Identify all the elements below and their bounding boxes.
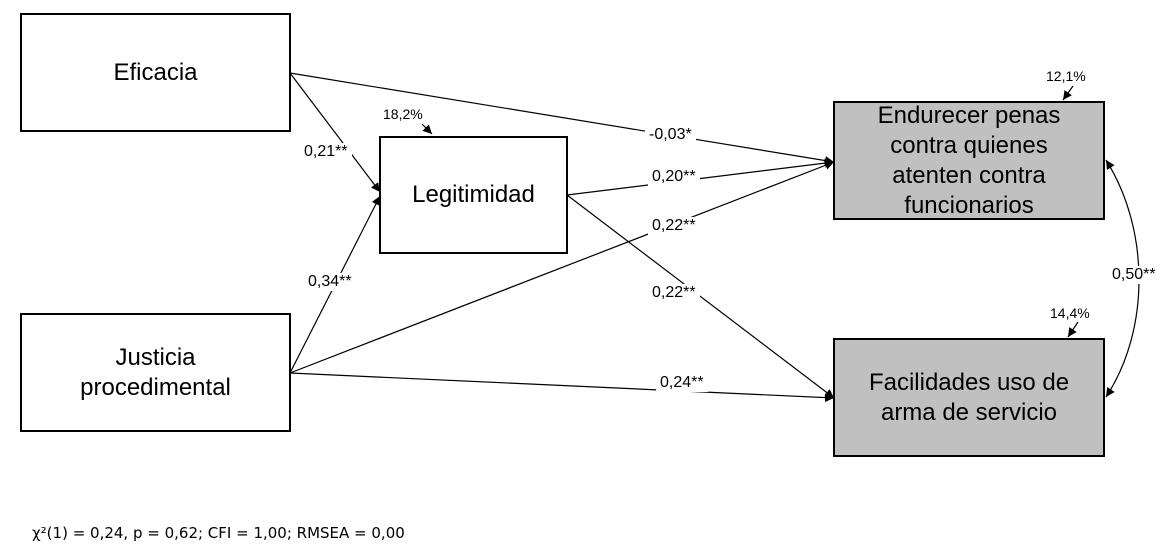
node-eficacia: Eficacia (20, 13, 291, 132)
residual-arrow-legitimidad (421, 123, 433, 135)
r2-endurecer: 12,1% (1046, 68, 1086, 84)
node-endurecer-label-line3: atenten contra (892, 161, 1046, 189)
coef-covariance-outcomes: 0,50** (1108, 266, 1160, 284)
r2-facilidades: 14,4% (1050, 305, 1090, 321)
arrow-justicia-endurecer (289, 161, 835, 374)
coef-eficacia-endurecer: -0,03* (645, 126, 696, 144)
node-facilidades: Facilidades uso de arma de servicio (833, 338, 1105, 457)
residual-arrow-endurecer (1062, 85, 1074, 101)
node-legitimidad: Legitimidad (379, 136, 568, 254)
node-justicia-label-line1: Justicia (115, 343, 196, 371)
node-justicia-label-line2: procedimental (80, 373, 231, 401)
coef-justicia-legitimidad: 0,34** (304, 273, 356, 291)
node-eficacia-label: Eficacia (113, 58, 198, 86)
residual-arrow-facilidades (1067, 321, 1079, 338)
node-facilidades-label-line2: arma de servicio (880, 398, 1058, 426)
node-facilidades-label-line1: Facilidades uso de (868, 368, 1070, 396)
node-endurecer-label-line2: contra quienes (890, 131, 1048, 159)
coef-justicia-endurecer: 0,22** (648, 217, 700, 235)
node-legitimidad-label: Legitimidad (412, 181, 535, 208)
coef-legitimidad-endurecer: 0,20** (648, 168, 700, 186)
node-endurecer: Endurecer penas contra quienes atenten c… (833, 101, 1105, 220)
arrow-legitimidad-endurecer (566, 158, 835, 196)
node-endurecer-label-line4: funcionarios (904, 191, 1034, 219)
arrow-legitimidad-facilidades (566, 194, 835, 399)
node-endurecer-label-line1: Endurecer penas (877, 101, 1061, 129)
coef-eficacia-legitimidad: 0,21** (300, 143, 352, 161)
fit-indices: χ²(1) = 0,24, p = 0,62; CFI = 1,00; RMSE… (32, 524, 405, 542)
arrow-eficacia-endurecer (289, 72, 835, 165)
r2-legitimidad: 18,2% (383, 106, 423, 122)
arrow-justicia-facilidades (289, 372, 835, 403)
node-justicia: Justicia procedimental (20, 313, 291, 432)
coef-justicia-facilidades: 0,24** (656, 374, 708, 392)
coef-legitimidad-facilidades: 0,22** (648, 284, 700, 302)
arrow-eficacia-legitimidad (289, 72, 381, 193)
